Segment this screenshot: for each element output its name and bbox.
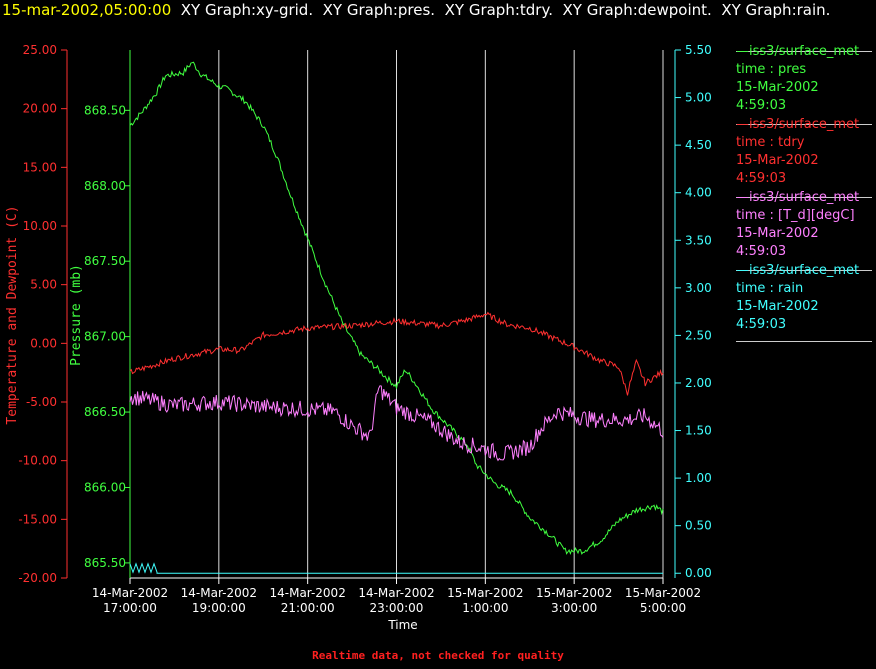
rain-tick-label: 1.00 — [685, 471, 712, 485]
legend-text: 15-Mar-2002 — [736, 153, 819, 168]
temperature-tick-label: -15.00 — [18, 512, 57, 526]
axes: 14-Mar-200217:00:0014-Mar-200219:00:0014… — [18, 43, 711, 615]
legend-text: 4:59:03 — [736, 171, 787, 186]
legend-text: —iss3/surface_met — [736, 117, 860, 132]
rain-tick-label: 4.50 — [685, 138, 712, 152]
legend-separator — [736, 197, 872, 198]
temperature-tick-label: 25.00 — [23, 43, 57, 57]
pressure-tick-label: 868.00 — [84, 179, 126, 193]
legend-text: time : pres — [736, 62, 807, 77]
x-tick-label-date: 15-Mar-2002 — [536, 586, 612, 600]
legend-text: 15-Mar-2002 — [736, 226, 819, 241]
graph-title: 15-mar-2002,05:00:00 XY Graph:xy-grid. X… — [2, 1, 830, 19]
temperature-tick-label: 15.00 — [23, 160, 57, 174]
x-tick-label-date: 14-Mar-2002 — [92, 586, 168, 600]
x-tick-label-time: 5:00:00 — [640, 601, 686, 615]
temperature-tick-label: 5.00 — [30, 278, 57, 292]
rain-tick-label: 0.00 — [685, 566, 712, 580]
legend-text: —iss3/surface_met — [736, 44, 860, 59]
series-tdry — [129, 311, 664, 396]
pressure-tick-label: 867.00 — [84, 330, 126, 344]
pressure-tick-label: 868.50 — [84, 103, 126, 117]
pressure-tick-label: 865.50 — [84, 556, 126, 570]
x-tick-label-date: 15-Mar-2002 — [625, 586, 701, 600]
vertical-grid-lines — [129, 50, 664, 578]
rain-tick-label: 0.50 — [685, 519, 712, 533]
x-tick-label-time: 1:00:00 — [462, 601, 508, 615]
x-tick-label-time: 17:00:00 — [103, 601, 157, 615]
legend-text: 4:59:03 — [736, 244, 787, 259]
series-rain — [129, 562, 663, 574]
temperature-tick-label: 10.00 — [23, 219, 57, 233]
x-tick-label-date: 14-Mar-2002 — [269, 586, 345, 600]
rain-tick-label: 4.00 — [685, 186, 712, 200]
x-tick-label-date: 15-Mar-2002 — [447, 586, 523, 600]
quality-note: Realtime data, not checked for quality — [312, 649, 564, 662]
x-tick-label-time: 21:00:00 — [281, 601, 335, 615]
pressure-tick-label: 866.50 — [84, 405, 126, 419]
legend-separator — [736, 341, 872, 342]
temperature-tick-label: -20.00 — [18, 571, 57, 585]
x-tick-label-date: 14-Mar-2002 — [358, 586, 434, 600]
legend-text: —iss3/surface_met — [736, 190, 860, 205]
legend-text: time : [T_d][degC] — [736, 208, 855, 223]
legend-text: 4:59:03 — [736, 98, 787, 113]
temperature-axis-label: Temperature and Dewpoint (C) — [5, 205, 20, 424]
series--t-d-degc- — [129, 385, 664, 462]
temperature-tick-label: -10.00 — [18, 454, 57, 468]
title-graph-list: XY Graph:xy-grid. XY Graph:pres. XY Grap… — [180, 1, 831, 19]
rain-tick-label: 5.50 — [685, 43, 712, 57]
temperature-tick-label: 20.00 — [23, 102, 57, 116]
x-axis-label: Time — [387, 618, 417, 632]
rain-tick-label: 5.00 — [685, 91, 712, 105]
legend-text: 15-Mar-2002 — [736, 299, 819, 314]
rain-tick-label: 3.50 — [685, 233, 712, 247]
legend-text: 15-Mar-2002 — [736, 80, 819, 95]
pressure-tick-label: 866.00 — [84, 480, 126, 494]
rain-tick-label: 3.00 — [685, 281, 712, 295]
x-tick-label-time: 23:00:00 — [370, 601, 424, 615]
rain-tick-label: 2.50 — [685, 328, 712, 342]
legend-separator — [736, 124, 872, 125]
pressure-tick-label: 867.50 — [84, 254, 126, 268]
x-tick-label-time: 19:00:00 — [192, 601, 246, 615]
data-series — [129, 61, 664, 574]
legend-separator — [736, 51, 872, 52]
temperature-tick-label: -5.00 — [26, 395, 57, 409]
legend-text: —iss3/surface_met — [736, 263, 860, 278]
x-tick-label-date: 14-Mar-2002 — [181, 586, 257, 600]
legend-separator — [736, 270, 872, 271]
legend-text: 4:59:03 — [736, 317, 787, 332]
temperature-tick-label: 0.00 — [30, 336, 57, 350]
legend-text: time : rain — [736, 281, 804, 296]
rain-tick-label: 1.50 — [685, 424, 712, 438]
rain-tick-label: 2.00 — [685, 376, 712, 390]
pressure-axis-label: Pressure (mb) — [69, 264, 84, 366]
series-pres — [129, 61, 664, 555]
x-tick-label-time: 3:00:00 — [551, 601, 597, 615]
title-timestamp: 15-mar-2002,05:00:00 — [2, 1, 172, 19]
legend-text: time : tdry — [736, 135, 805, 150]
